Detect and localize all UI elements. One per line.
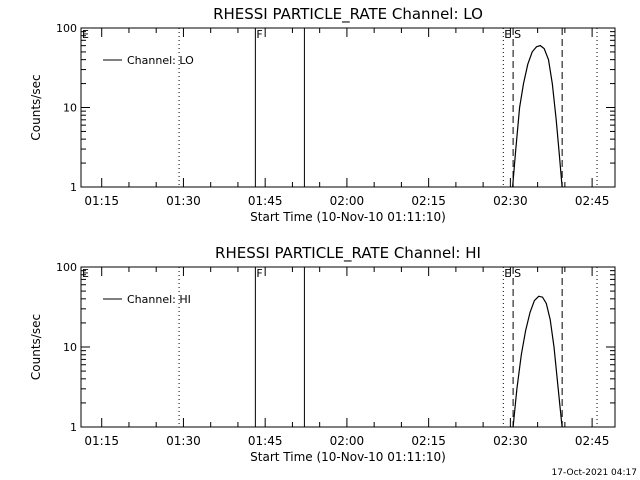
x-tick-label: 02:00 [330,194,365,208]
plot-frame [80,27,616,188]
timestamp-label: 17-Oct-2021 04:17 [552,468,637,478]
y-tick-label: 1 [70,421,77,434]
x-tick-label: 02:15 [411,434,446,448]
event-marker-label: E [504,267,511,280]
y-tick-label: 10 [63,341,77,354]
chart-title: RHESSI PARTICLE_RATE Channel: HI [215,244,481,263]
legend-label: Channel: HI [127,293,191,306]
event-marker-label: F [256,267,262,280]
x-tick-label: 02:45 [575,434,610,448]
chart-panel-2: RHESSI PARTICLE_RATE Channel: HI Counts/s… [29,244,616,464]
event-marker-label: F [256,28,262,41]
chart-title: RHESSI PARTICLE_RATE Channel: LO [213,5,483,24]
chart-panel-1: RHESSI PARTICLE_RATE Channel: LO Counts/s… [29,5,616,224]
event-marker-label: S [514,267,521,280]
plot-frame [80,266,616,428]
x-tick-label: 02:45 [575,194,610,208]
y-axis-label: Counts/sec [29,314,43,380]
y-tick-label: 100 [56,22,77,35]
x-tick-label: 01:15 [84,434,119,448]
x-tick-label: 02:15 [411,194,446,208]
x-tick-label: 01:30 [166,434,201,448]
event-marker-label: S [514,28,521,41]
event-marker-label: E [504,28,511,41]
y-tick-label: 1 [70,181,77,194]
x-tick-label: 01:45 [248,434,283,448]
y-axis-label: Counts/sec [29,74,43,140]
x-tick-label: 02:30 [493,434,528,448]
x-tick-label: 01:15 [84,194,119,208]
series-line [512,44,563,188]
event-marker-label: E [82,267,89,280]
y-tick-label: 100 [56,261,77,274]
x-tick-label: 01:45 [248,194,283,208]
series-line [512,295,563,428]
x-axis-label: Start Time (10-Nov-10 01:11:10) [250,210,446,224]
y-tick-label: 10 [63,102,77,115]
x-tick-label: 02:30 [493,194,528,208]
x-tick-label: 02:00 [330,434,365,448]
x-tick-label: 01:30 [166,194,201,208]
legend-label: Channel: LO [127,54,194,67]
event-marker-label: E [82,28,89,41]
x-axis-label: Start Time (10-Nov-10 01:11:10) [250,450,446,464]
